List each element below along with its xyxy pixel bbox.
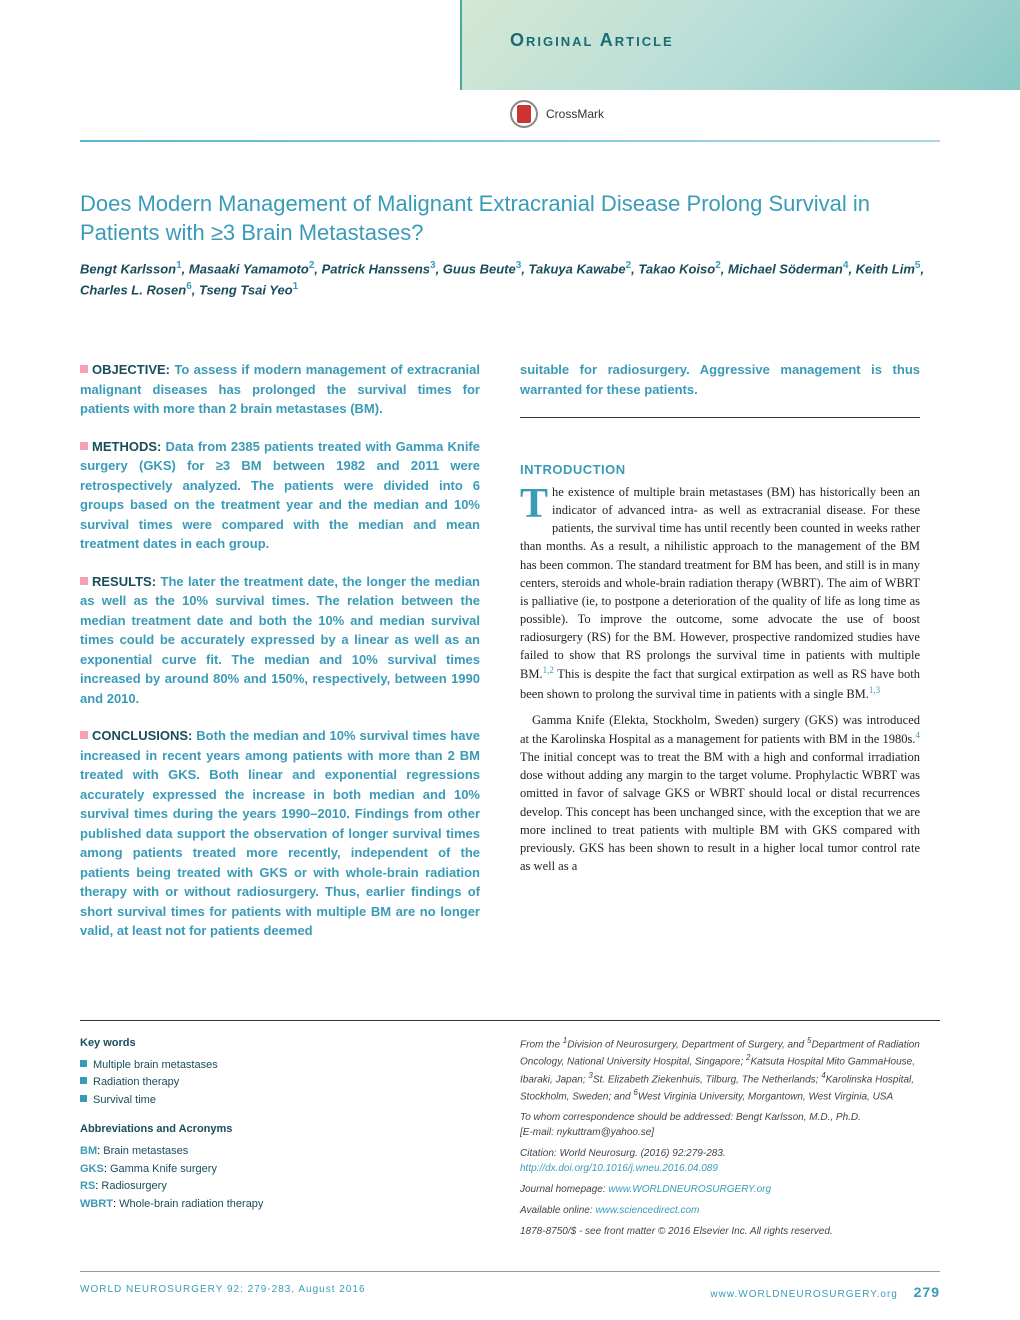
crossmark-icon bbox=[510, 100, 538, 128]
footer-right-column: From the 1Division of Neurosurgery, Depa… bbox=[520, 1035, 940, 1245]
journal-issue: WORLD NEUROSURGERY 92: 279-283, August 2… bbox=[80, 1284, 366, 1300]
author-list: Bengt Karlsson1, Masaaki Yamamoto2, Patr… bbox=[80, 258, 940, 300]
dropcap: T bbox=[520, 483, 552, 523]
abstract-column-left: OBJECTIVE: To assess if modern managemen… bbox=[80, 360, 480, 959]
citation-ref[interactable]: 4 bbox=[916, 730, 921, 740]
divider bbox=[520, 417, 920, 418]
bottom-bar: WORLD NEUROSURGERY 92: 279-283, August 2… bbox=[80, 1284, 940, 1300]
keywords-list: Multiple brain metastasesRadiation thera… bbox=[80, 1057, 480, 1110]
abstract-conclusions: CONCLUSIONS: Both the median and 10% sur… bbox=[80, 726, 480, 941]
crossmark-badge[interactable]: CrossMark bbox=[510, 100, 604, 128]
keyword-item: Survival time bbox=[80, 1092, 480, 1110]
footer-right-group: www.WORLDNEUROSURGERY.org 279 bbox=[710, 1284, 940, 1300]
bottom-rule bbox=[80, 1271, 940, 1272]
bullet-icon bbox=[80, 442, 88, 450]
keyword-item: Multiple brain metastases bbox=[80, 1057, 480, 1075]
header-rule bbox=[80, 140, 940, 142]
journal-homepage: Journal homepage: www.WORLDNEUROSURGERY.… bbox=[520, 1182, 940, 1197]
abbreviation-item: BM: Brain metastases bbox=[80, 1143, 480, 1161]
introduction-body: The existence of multiple brain metastas… bbox=[520, 483, 920, 875]
keyword-item: Radiation therapy bbox=[80, 1074, 480, 1092]
abstract-conclusions-cont: suitable for radiosurgery. Aggressive ma… bbox=[520, 360, 920, 399]
bullet-icon bbox=[80, 577, 88, 585]
keywords-heading: Key words bbox=[80, 1035, 480, 1053]
abbreviation-item: GKS: Gamma Knife surgery bbox=[80, 1161, 480, 1179]
abbreviation-item: RS: Radiosurgery bbox=[80, 1178, 480, 1196]
citation: Citation: World Neurosurg. (2016) 92:279… bbox=[520, 1146, 940, 1176]
abbreviations-list: BM: Brain metastasesGKS: Gamma Knife sur… bbox=[80, 1143, 480, 1213]
section-label: Original Article bbox=[510, 30, 674, 51]
crossmark-text: CrossMark bbox=[546, 107, 604, 121]
online-link[interactable]: www.sciencedirect.com bbox=[595, 1205, 699, 1216]
abstract-results: RESULTS: The later the treatment date, t… bbox=[80, 572, 480, 709]
abstract-methods: METHODS: Data from 2385 patients treated… bbox=[80, 437, 480, 554]
abstract-objective: OBJECTIVE: To assess if modern managemen… bbox=[80, 360, 480, 419]
bullet-icon bbox=[80, 731, 88, 739]
bullet-icon bbox=[80, 365, 88, 373]
article-title: Does Modern Management of Malignant Extr… bbox=[80, 190, 940, 247]
citation-ref[interactable]: 1,2 bbox=[543, 665, 554, 675]
introduction-heading: INTRODUCTION bbox=[520, 462, 920, 477]
footer-left-column: Key words Multiple brain metastasesRadia… bbox=[80, 1035, 480, 1213]
copyright: 1878-8750/$ - see front matter © 2016 El… bbox=[520, 1224, 940, 1239]
page-number: 279 bbox=[914, 1284, 940, 1300]
citation-ref[interactable]: 1,3 bbox=[869, 685, 880, 695]
homepage-link[interactable]: www.WORLDNEUROSURGERY.org bbox=[608, 1184, 771, 1195]
affiliations: From the 1Division of Neurosurgery, Depa… bbox=[520, 1035, 940, 1104]
correspondence: To whom correspondence should be address… bbox=[520, 1110, 940, 1140]
abbreviation-item: WBRT: Whole-brain radiation therapy bbox=[80, 1196, 480, 1214]
journal-url[interactable]: www.WORLDNEUROSURGERY.org bbox=[710, 1289, 897, 1300]
abstract-column-right: suitable for radiosurgery. Aggressive ma… bbox=[520, 360, 920, 875]
footer-rule bbox=[80, 1020, 940, 1021]
abbreviations-heading: Abbreviations and Acronyms bbox=[80, 1121, 480, 1139]
available-online: Available online: www.sciencedirect.com bbox=[520, 1203, 940, 1218]
doi-link[interactable]: http://dx.doi.org/10.1016/j.wneu.2016.04… bbox=[520, 1163, 718, 1174]
